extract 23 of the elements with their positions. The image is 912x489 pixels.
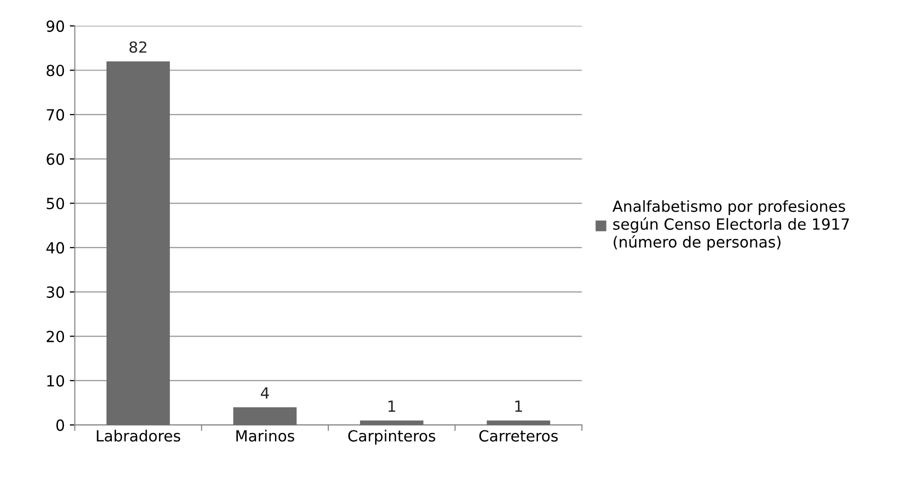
bar bbox=[106, 61, 170, 425]
y-tick-label: 50 bbox=[46, 198, 64, 210]
y-tick-label: 40 bbox=[46, 242, 64, 254]
bar bbox=[360, 420, 424, 425]
data-label: 82 bbox=[129, 41, 146, 53]
y-tick-label: 70 bbox=[46, 109, 64, 121]
data-label: 4 bbox=[260, 387, 269, 398]
bar bbox=[486, 420, 550, 425]
y-tick-label: 90 bbox=[46, 20, 64, 32]
y-tick-label: 80 bbox=[46, 64, 64, 76]
x-tick-label: Carreteros bbox=[479, 430, 558, 442]
y-tick-label: 0 bbox=[56, 419, 64, 431]
data-label: 1 bbox=[515, 400, 522, 412]
x-tick-label: Marinos bbox=[236, 430, 294, 442]
y-tick-label: 30 bbox=[46, 286, 64, 298]
x-tick-label: Labradores bbox=[96, 430, 180, 442]
x-tick-label: Carpinteros bbox=[348, 430, 436, 445]
y-tick-label: 10 bbox=[47, 375, 64, 387]
data-label: 1 bbox=[388, 400, 396, 412]
y-tick-label: 60 bbox=[46, 153, 64, 165]
bar bbox=[233, 407, 297, 425]
legend-label: Analfabetismo por profesiones según Censo Electorla de 1917 (número de personas) bbox=[612, 200, 849, 251]
y-tick-label: 20 bbox=[46, 330, 64, 342]
